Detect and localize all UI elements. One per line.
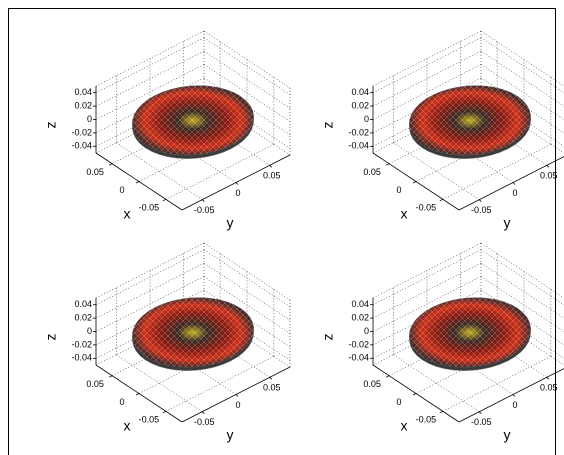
x-tick (163, 411, 166, 413)
figure: -0.05 0 0.05 -0.05 0 0.05 -0.04 -0.02 0 0.02 0.04 x… (0, 0, 564, 455)
z-axis-label: z (320, 122, 336, 129)
x-axis-label: x (401, 418, 408, 434)
z-tick-label: 0.02 (74, 100, 92, 110)
y-tick-label: 0.05 (540, 171, 558, 181)
x-tick-label: -0.05 (139, 415, 160, 425)
z-axis-label: z (320, 334, 336, 341)
y-tick-label: 0 (512, 400, 517, 410)
y-tick (202, 200, 204, 202)
y-axis-label: y (227, 427, 234, 443)
x-tick (109, 376, 112, 378)
y-axis (459, 155, 564, 210)
z-tick-label: 0 (364, 114, 369, 124)
z-tick-label: 0.02 (351, 312, 369, 322)
y-tick (236, 183, 238, 185)
y-tick-label: 0.05 (540, 383, 558, 393)
y-tick (202, 412, 204, 414)
y-tick (547, 165, 549, 167)
z-tick-label: 0.04 (351, 87, 369, 97)
y-axis-label: y (504, 215, 511, 231)
y-tick-label: 0.05 (263, 383, 281, 393)
y-tick (547, 377, 549, 379)
grid-line (481, 250, 564, 307)
y-tick-label: -0.05 (194, 205, 215, 215)
grid-line (373, 38, 481, 93)
z-tick-label: 0 (87, 114, 92, 124)
y-tick-label: -0.05 (471, 205, 492, 215)
y-tick (270, 377, 272, 379)
y-tick-label: 0.05 (263, 171, 281, 181)
grid-line (373, 250, 481, 305)
z-tick-label: -0.04 (348, 353, 369, 363)
y-tick (513, 183, 515, 185)
x-tick-label: 0 (396, 185, 401, 195)
z-tick-label: 0.02 (74, 312, 92, 322)
y-tick (270, 165, 272, 167)
x-tick-label: -0.05 (416, 415, 437, 425)
box-edge (481, 31, 564, 88)
x-tick (440, 199, 443, 201)
z-tick-label: -0.02 (348, 339, 369, 349)
y-tick (513, 395, 515, 397)
y-tick-label: 0 (512, 188, 517, 198)
grid-line (204, 38, 290, 95)
x-tick-label: 0.05 (86, 167, 104, 177)
z-tick-label: 0.04 (74, 87, 92, 97)
grid-line (481, 38, 564, 95)
y-tick (479, 412, 481, 414)
x-axis-label: x (401, 206, 408, 222)
grid-line (96, 250, 204, 305)
y-axis-label: y (504, 427, 511, 443)
x-tick-label: 0.05 (363, 379, 381, 389)
y-axis (459, 367, 564, 422)
x-tick (163, 199, 166, 201)
x-tick (440, 411, 443, 413)
x-tick (413, 182, 416, 184)
x-tick (136, 182, 139, 184)
grid-line (204, 250, 290, 307)
z-tick-label: 0 (364, 326, 369, 336)
grid-line (96, 38, 204, 93)
x-tick-label: 0.05 (86, 379, 104, 389)
x-tick-label: 0 (119, 185, 124, 195)
x-tick (109, 164, 112, 166)
x-axis-label: x (124, 418, 131, 434)
x-tick-label: -0.05 (416, 203, 437, 213)
box-edge (481, 243, 564, 300)
x-tick-label: 0.05 (363, 167, 381, 177)
x-tick (386, 376, 389, 378)
z-tick-label: -0.02 (71, 339, 92, 349)
x-tick-label: 0 (396, 397, 401, 407)
y-tick-label: -0.05 (194, 417, 215, 427)
y-tick-label: -0.05 (471, 417, 492, 427)
z-axis-label: z (43, 334, 59, 341)
y-axis-label: y (227, 215, 234, 231)
z-tick-label: -0.04 (348, 141, 369, 151)
z-tick-label: -0.02 (348, 127, 369, 137)
x-axis-label: x (124, 206, 131, 222)
x-tick (413, 394, 416, 396)
z-tick-label: -0.04 (71, 353, 92, 363)
x-tick (386, 164, 389, 166)
z-tick-label: 0.04 (351, 299, 369, 309)
z-axis-label: z (43, 122, 59, 129)
y-tick (236, 395, 238, 397)
y-tick (479, 200, 481, 202)
z-tick-label: 0 (87, 326, 92, 336)
x-tick (136, 394, 139, 396)
z-tick-label: 0.04 (74, 299, 92, 309)
x-tick-label: -0.05 (139, 203, 160, 213)
x-tick-label: 0 (119, 397, 124, 407)
y-tick-label: 0 (235, 188, 240, 198)
z-tick-label: 0.02 (351, 100, 369, 110)
y-tick-label: 0 (235, 400, 240, 410)
z-tick-label: -0.04 (71, 141, 92, 151)
z-tick-label: -0.02 (71, 127, 92, 137)
